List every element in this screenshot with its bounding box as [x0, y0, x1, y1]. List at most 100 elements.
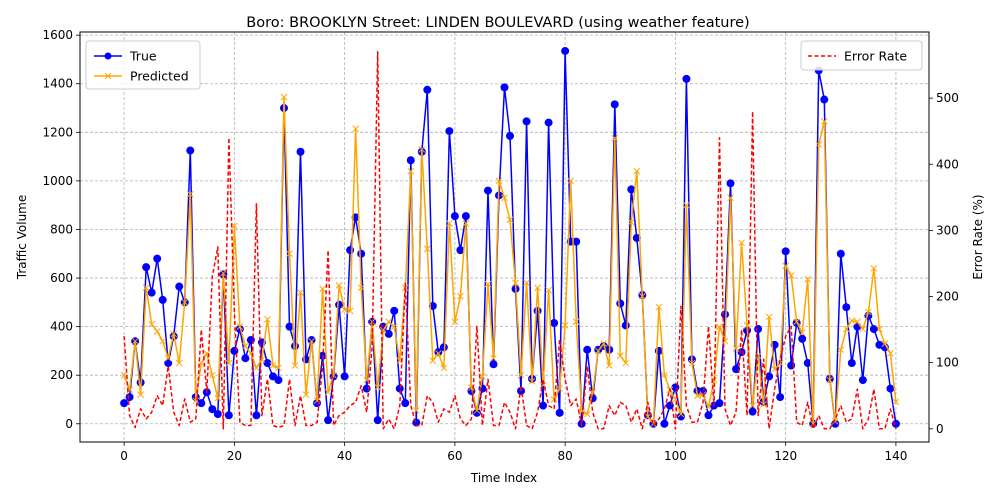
data-point [153, 328, 161, 335]
data-point [164, 354, 172, 362]
data-point [186, 190, 194, 198]
data-point [815, 141, 823, 148]
x-tick-label: 140 [884, 449, 907, 463]
data-point [506, 216, 514, 224]
marker-stroke [506, 216, 514, 224]
y-tick-label: 1600 [42, 28, 73, 42]
data-point [682, 74, 691, 83]
marker-stroke [440, 364, 448, 372]
data-point [869, 325, 878, 334]
data-point [842, 303, 851, 312]
marker-stroke [721, 337, 729, 345]
chart-title: Boro: BROOKLYN Street: LINDEN BOULEVARD … [246, 15, 749, 31]
data-point [406, 156, 415, 165]
marker-stroke [512, 279, 519, 287]
marker-stroke [545, 286, 552, 294]
marker-stroke [479, 373, 486, 380]
marker-stroke [556, 385, 563, 392]
y-tick-label: 800 [50, 222, 73, 236]
marker-stroke [561, 322, 569, 329]
data-point [622, 359, 630, 367]
data-point [440, 364, 448, 372]
data-point [661, 371, 668, 379]
data-point [605, 362, 613, 369]
marker-stroke [186, 190, 194, 198]
data-point [793, 318, 801, 326]
data-point [225, 359, 233, 367]
marker-stroke [462, 220, 470, 227]
data-point [153, 254, 162, 263]
marker-stroke [495, 177, 503, 185]
y2-tick-label: 500 [936, 91, 959, 105]
data-point [798, 329, 806, 337]
data-point [423, 245, 431, 253]
marker-stroke [804, 275, 812, 283]
marker-stroke [247, 349, 255, 357]
marker-stroke [655, 303, 663, 311]
marker-stroke [644, 413, 652, 420]
marker-stroke [859, 325, 867, 333]
y-tick-label: 1200 [42, 125, 73, 139]
data-point [523, 279, 530, 287]
marker-stroke [705, 403, 712, 411]
series-error-rate [123, 51, 897, 430]
data-point [446, 220, 453, 227]
y2-tick-label: 300 [936, 223, 959, 237]
data-point [429, 357, 437, 364]
data-point [776, 393, 785, 402]
data-point [346, 307, 354, 315]
data-point [357, 249, 366, 258]
data-point [611, 135, 619, 142]
marker-stroke [616, 352, 624, 360]
data-point [120, 371, 128, 379]
marker-stroke [203, 349, 211, 357]
marker-stroke [242, 342, 249, 350]
marker-stroke [793, 318, 801, 326]
data-point [655, 303, 663, 311]
data-point [837, 346, 845, 354]
data-point [732, 345, 740, 352]
data-point [158, 295, 167, 304]
marker-stroke [782, 262, 790, 270]
data-point [865, 308, 872, 316]
data-point [450, 212, 459, 221]
marker-stroke [264, 315, 271, 323]
series-line [123, 51, 897, 430]
data-point [434, 348, 443, 357]
marker-stroke [335, 281, 343, 289]
data-point [407, 167, 415, 175]
marker-stroke [876, 325, 883, 333]
marker-stroke [429, 357, 437, 364]
marker-stroke [815, 141, 823, 148]
legend-marker [104, 52, 112, 60]
marker-stroke [738, 239, 745, 247]
data-point [186, 146, 195, 155]
marker-stroke [528, 377, 536, 385]
data-point [705, 403, 712, 411]
data-point [357, 284, 365, 292]
data-point [401, 399, 410, 408]
data-point [490, 354, 497, 362]
data-point [434, 349, 442, 357]
data-point [385, 318, 393, 326]
data-point [423, 85, 432, 94]
marker-stroke [319, 285, 326, 293]
data-point [175, 282, 184, 291]
data-point [473, 407, 481, 414]
data-point [545, 286, 552, 294]
data-point [688, 359, 696, 367]
marker-stroke [661, 371, 668, 379]
data-point [567, 177, 575, 185]
data-point [836, 249, 845, 258]
marker-stroke [501, 194, 508, 202]
x-tick-label: 20 [227, 449, 242, 463]
marker-stroke [688, 359, 696, 367]
y-tick-label: 600 [50, 271, 73, 285]
marker-stroke [837, 346, 845, 354]
marker-stroke [754, 352, 762, 360]
marker-stroke [633, 167, 641, 175]
data-point [181, 298, 189, 306]
marker-stroke [716, 323, 723, 330]
data-point [457, 292, 464, 300]
data-point [319, 285, 326, 293]
